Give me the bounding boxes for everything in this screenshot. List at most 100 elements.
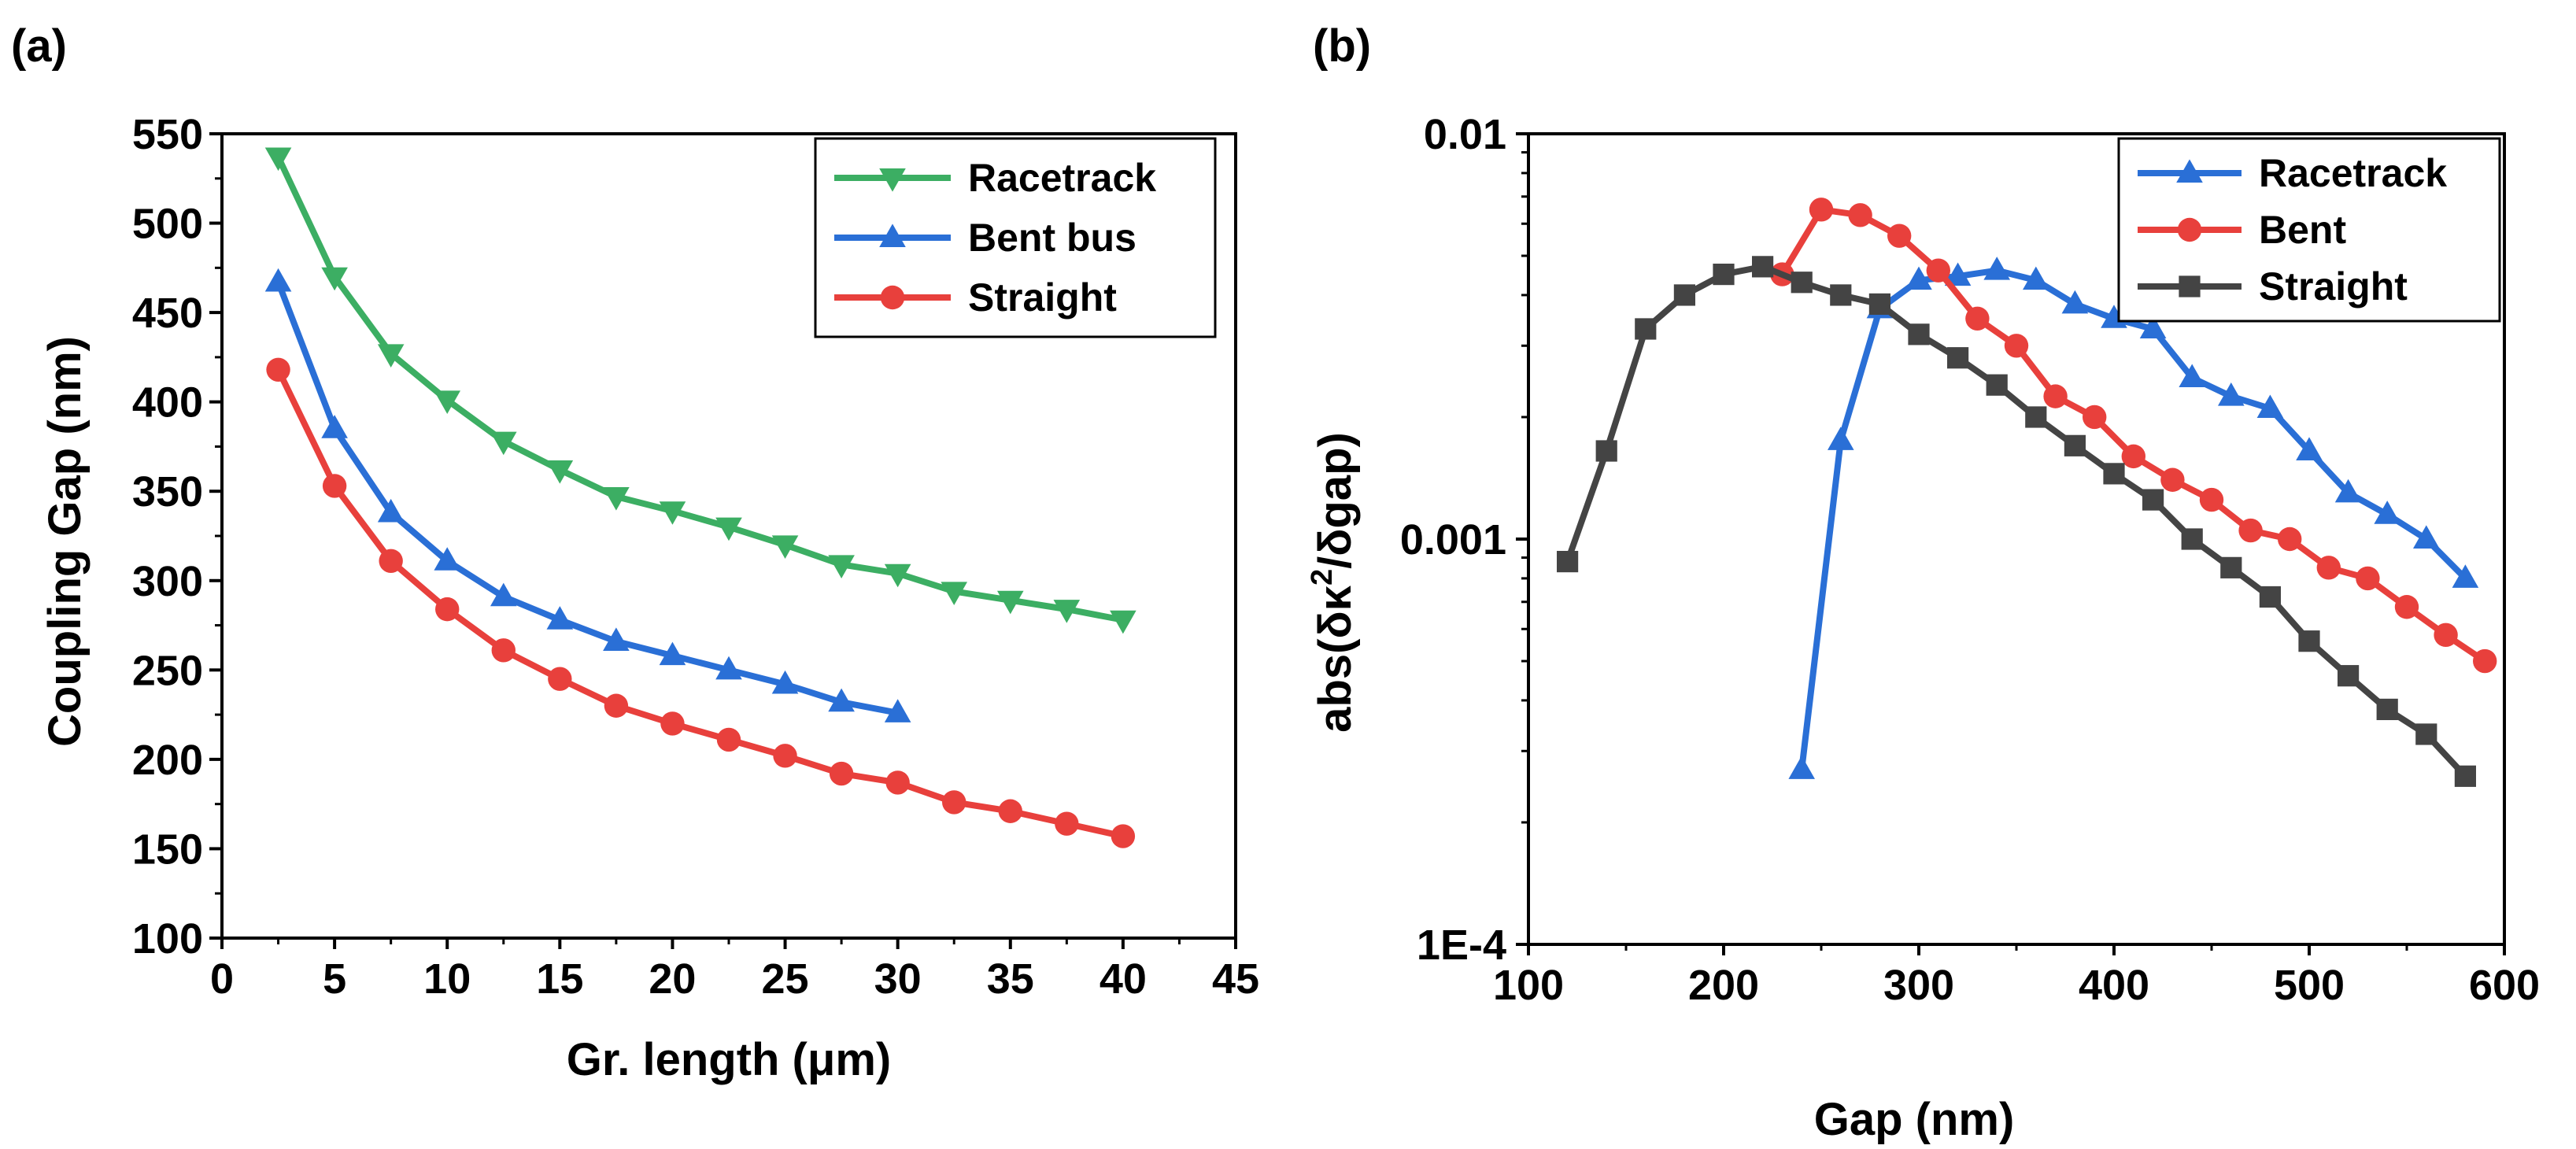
data-point [773, 744, 797, 768]
data-point [1752, 256, 1774, 278]
data-point [1673, 284, 1695, 306]
panel-b-ylabel: abs(δκ2/δgap) [1306, 432, 1361, 733]
legend-swatch-marker [879, 168, 906, 192]
data-point [435, 597, 460, 622]
data-point [1868, 293, 1890, 316]
x-tick-label: 400 [2079, 962, 2149, 1009]
legend-entry: Straight [2138, 264, 2408, 308]
y-tick-label: 1E-4 [1417, 922, 1506, 969]
data-point [2452, 564, 2479, 588]
data-point [2179, 364, 2205, 388]
data-point [1965, 306, 1990, 331]
y-tick-label: 550 [132, 111, 203, 158]
data-point [434, 547, 461, 571]
data-point [885, 770, 910, 795]
panel-b-ylabel-main: abs(δκ [1310, 585, 1361, 732]
data-point [2121, 444, 2145, 469]
data-point [490, 582, 517, 607]
series-line [275, 155, 1124, 623]
legend: Racetrack Bent Straight [2117, 137, 2501, 323]
legend-swatch-marker [880, 285, 905, 310]
legend-swatch-marker [2176, 159, 2203, 183]
data-point [996, 590, 1024, 615]
data-point [491, 638, 516, 663]
panel-a-label: (a) [11, 20, 67, 72]
panel-b-plot: 100 200 300 400 500 600 1E-4 0.001 0.01 Racetrack… [1400, 111, 2540, 1009]
data-point [884, 563, 911, 588]
panel-b-ylabel-tail: /δgap) [1310, 432, 1361, 569]
legend-entry: Racetrack [2138, 151, 2447, 195]
data-point [603, 487, 630, 511]
y-tick-label: 500 [132, 201, 203, 248]
data-point [377, 498, 405, 523]
series-bent-bus [264, 268, 911, 722]
data-point [546, 606, 574, 630]
data-point [2023, 266, 2049, 290]
data-point [1635, 318, 1657, 340]
data-point [2296, 437, 2323, 460]
legend-label: Straight [2259, 264, 2408, 308]
data-point [659, 641, 686, 666]
data-point [2103, 463, 2125, 485]
data-point [2278, 526, 2302, 552]
panel-b-ylabel-superscript: 2 [1306, 569, 1339, 586]
y-tick-label: 0.01 [1424, 111, 1506, 158]
data-point [2256, 394, 2284, 419]
x-tick-label: 100 [1493, 962, 1564, 1009]
data-point [1809, 198, 1834, 222]
data-point [2473, 648, 2497, 674]
y-tick-label: 300 [132, 558, 203, 605]
data-point [434, 390, 461, 414]
data-point [1595, 440, 1617, 462]
data-point [2199, 487, 2224, 512]
panel-a-ylabel: Coupling Gap (nm) [39, 336, 91, 747]
series-line [275, 281, 899, 716]
data-point [1791, 272, 1813, 294]
data-point [771, 535, 799, 559]
data-point [2139, 315, 2167, 338]
data-point [604, 693, 629, 718]
data-point [2338, 665, 2360, 687]
data-point [377, 344, 405, 368]
series-line [275, 368, 1124, 840]
panel-b-xlabel: Gap (nm) [1814, 1094, 2015, 1145]
data-point [660, 711, 685, 736]
y-tick-label: 150 [132, 826, 203, 873]
series-straight [266, 357, 1136, 848]
data-point [2238, 518, 2263, 543]
data-point [490, 431, 517, 456]
legend-entry: Racetrack [834, 156, 1156, 200]
data-point [1905, 266, 1932, 290]
data-point [2064, 434, 2086, 456]
x-tick-label: 35 [987, 955, 1034, 1003]
legend-swatch-marker [2179, 275, 2201, 297]
data-point [1944, 262, 1972, 286]
data-point [942, 790, 966, 815]
legend-label: Bent bus [968, 216, 1136, 260]
data-point [1110, 610, 1136, 634]
y-tick-label: 350 [132, 468, 203, 515]
data-point [2413, 525, 2440, 549]
data-point [1983, 257, 2010, 280]
legend-label: Straight [968, 275, 1117, 320]
data-point [2061, 290, 2089, 314]
data-point [1788, 756, 1815, 779]
data-point [2259, 586, 2281, 608]
data-point [1848, 203, 1872, 227]
data-point [2434, 623, 2458, 648]
x-tick-label: 30 [874, 955, 922, 1003]
y-tick-label: 250 [132, 647, 203, 694]
panel-b-label: (b) [1313, 20, 1371, 72]
data-point [1053, 600, 1081, 623]
data-point [715, 517, 742, 541]
data-point [1055, 811, 1079, 836]
data-point [884, 699, 911, 722]
data-point [2083, 405, 2107, 430]
data-point [1947, 347, 1969, 369]
data-point [1828, 427, 1854, 450]
data-point [1111, 824, 1136, 848]
legend-label: Bent [2259, 208, 2346, 252]
data-point [2218, 382, 2245, 406]
data-point [771, 670, 799, 694]
